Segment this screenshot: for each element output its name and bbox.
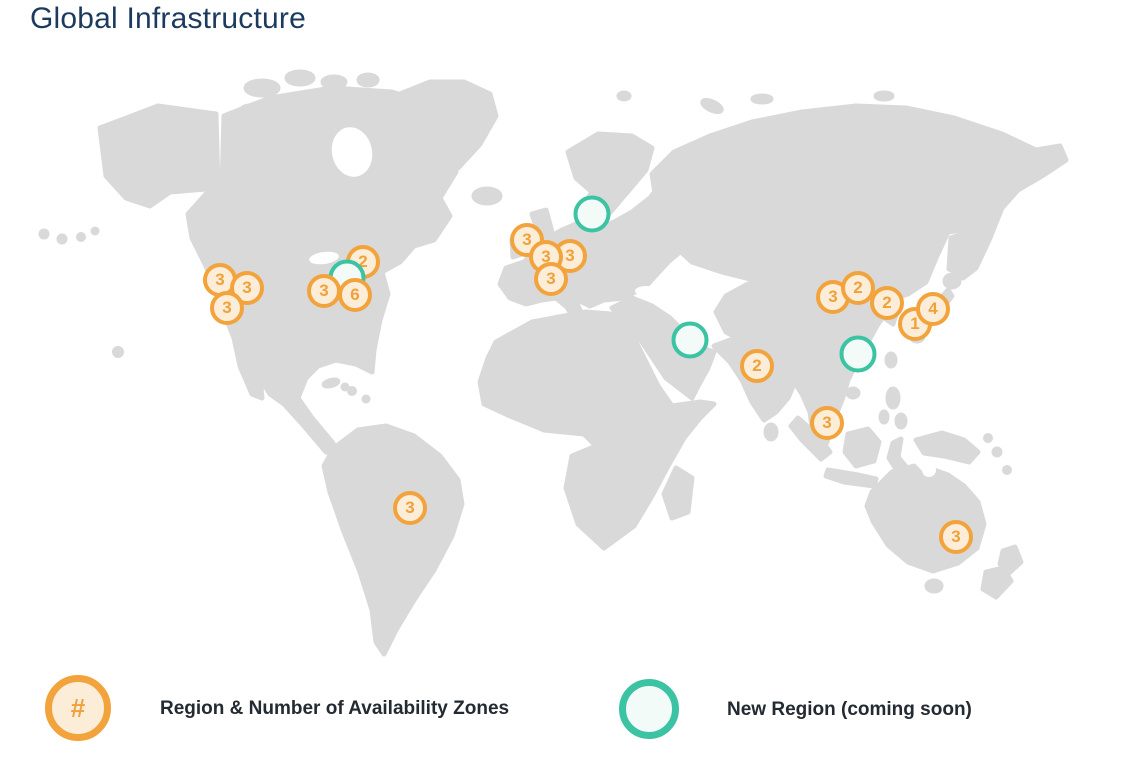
region-marker: 3	[816, 280, 850, 314]
region-marker: 3	[534, 262, 568, 296]
region-marker: 2	[841, 271, 875, 305]
new-region-marker	[671, 321, 709, 359]
region-marker: 3	[307, 274, 341, 308]
landmass-sakhalin	[946, 232, 963, 275]
landmass-madagascar	[661, 465, 695, 521]
az-count: 3	[405, 498, 415, 517]
landmass-tasmania	[924, 578, 944, 594]
legend-region-item: # Region & Number of Availability Zones	[45, 675, 512, 741]
continents	[38, 69, 1069, 657]
region-marker: 3	[230, 271, 264, 305]
new-region-legend-label: New Region (coming soon)	[727, 698, 972, 720]
landmass-java	[823, 467, 879, 489]
az-count: 4	[928, 299, 938, 318]
az-count: 3	[522, 230, 532, 249]
region-marker: 3	[210, 291, 244, 325]
landmass-borneo	[842, 426, 882, 469]
region-legend-label: Region & Number of Availability Zones	[160, 697, 510, 719]
region-legend-symbol: #	[70, 692, 86, 723]
az-count: 3	[222, 298, 232, 317]
az-count: 3	[822, 413, 832, 432]
az-count: 2	[882, 293, 892, 312]
region-marker: 3	[810, 406, 844, 440]
az-count: 2	[752, 356, 762, 375]
az-count: 3	[546, 269, 556, 288]
region-marker: 4	[916, 292, 950, 326]
new-region-legend-icon	[619, 679, 679, 739]
region-marker: 6	[338, 278, 372, 312]
az-count: 3	[319, 281, 329, 300]
az-count: 3	[242, 278, 252, 297]
legend-new-region-item: New Region (coming soon)	[619, 679, 972, 739]
new-region-marker	[839, 335, 877, 373]
region-marker: 3	[939, 520, 973, 554]
region-marker: 2	[870, 286, 904, 320]
az-count: 3	[215, 270, 225, 289]
region-marker: 2	[740, 349, 774, 383]
landmass-south-america	[321, 423, 465, 657]
region-legend-icon: #	[45, 675, 111, 741]
landmass-japan	[942, 272, 962, 290]
region-marker: 3	[393, 491, 427, 525]
az-count: 3	[565, 246, 575, 265]
inland-water	[309, 127, 936, 477]
landmass-alaska	[97, 103, 221, 209]
landmass-new-zealand	[997, 544, 1024, 576]
az-count: 2	[853, 278, 863, 297]
new-region-marker	[573, 195, 611, 233]
page-title: Global Infrastructure	[30, 2, 306, 35]
az-count: 3	[828, 287, 838, 306]
az-count: 2	[358, 252, 368, 271]
az-count: 3	[541, 247, 551, 266]
landmass-africa	[477, 309, 717, 551]
landmass-new-guinea	[913, 430, 981, 465]
az-count: 1	[910, 314, 920, 333]
landmass-greenland	[397, 79, 499, 175]
az-count: 6	[350, 285, 360, 304]
az-count: 3	[951, 527, 961, 546]
